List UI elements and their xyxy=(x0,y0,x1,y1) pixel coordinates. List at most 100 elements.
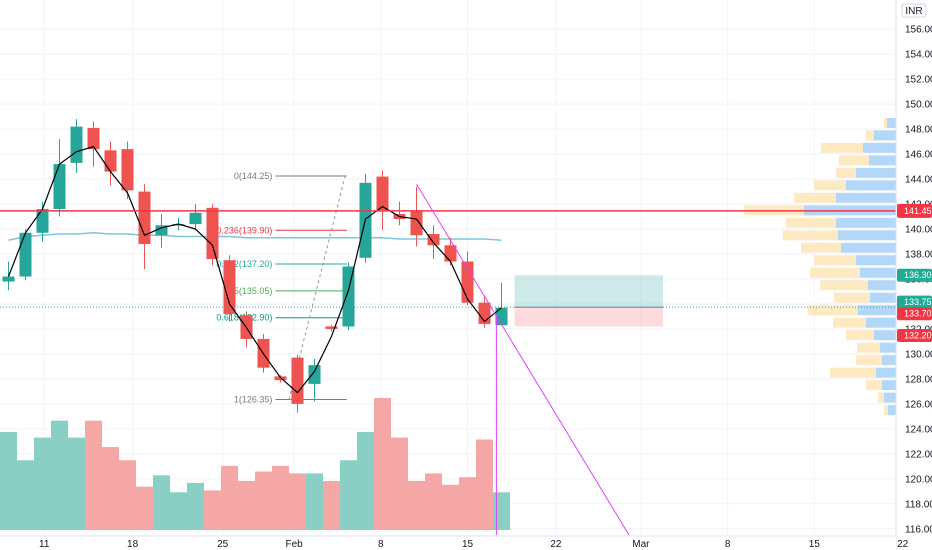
price-tick-label: 138.00 xyxy=(905,250,932,261)
candle-body[interactable] xyxy=(325,326,338,329)
currency-label: INR xyxy=(905,6,922,17)
volume-profile-down-bar xyxy=(783,230,838,241)
time-tick-label: 18 xyxy=(127,539,139,550)
volume-profile xyxy=(744,117,896,416)
time-tick-label: 25 xyxy=(217,539,229,550)
volume-profile-down-bar xyxy=(836,167,856,178)
zigzag-line xyxy=(7,145,502,394)
volume-profile-up-bar xyxy=(874,330,896,341)
volume-bar xyxy=(34,437,51,530)
volume-bar xyxy=(357,431,374,530)
candle-body[interactable] xyxy=(104,150,117,172)
volume-bar xyxy=(289,473,306,530)
currency-label-group: INR xyxy=(901,3,927,18)
price-badge xyxy=(897,295,932,309)
candle-body[interactable] xyxy=(87,127,100,150)
volume-profile-up-bar xyxy=(869,155,896,166)
long-position-tool[interactable] xyxy=(0,275,896,327)
volume-profile-up-bar xyxy=(882,355,896,366)
volume-bar xyxy=(0,431,17,530)
price-badges: 141.45 136.30 133.75 133.70 132.20 xyxy=(897,203,932,342)
price-tick-label: 140.00 xyxy=(905,225,932,236)
candle-body[interactable] xyxy=(410,211,423,236)
earnings-event-marker[interactable]: E xyxy=(410,512,426,528)
time-tick-label: Feb xyxy=(285,539,303,550)
price-badge xyxy=(897,307,932,321)
time-tick-label: Mar xyxy=(632,539,650,550)
candle-body[interactable] xyxy=(155,225,168,236)
fib-level-label: 0(144.25) xyxy=(234,171,273,181)
horizontal-line-price-badge xyxy=(897,203,932,218)
price-tick-label: 154.00 xyxy=(905,50,932,61)
candle-body[interactable] xyxy=(53,164,66,210)
fib-level-label: 0.382(137.20) xyxy=(216,259,272,269)
time-tick-label: 22 xyxy=(550,539,562,550)
price-tick-label: 148.00 xyxy=(905,125,932,136)
volume-profile-down-bar xyxy=(834,292,870,303)
time-tick-label: 15 xyxy=(462,539,474,550)
volume-profile-down-bar xyxy=(821,142,863,153)
volume-profile-down-bar xyxy=(833,317,866,328)
candle-body[interactable] xyxy=(19,232,32,277)
time-tick-label: 15 xyxy=(809,539,821,550)
candle-body[interactable] xyxy=(36,209,49,233)
volume-profile-up-bar xyxy=(884,392,896,403)
trendline[interactable] xyxy=(416,183,630,536)
volume-bar xyxy=(272,465,289,530)
volume-profile-down-bar xyxy=(856,355,882,366)
position-target-zone[interactable] xyxy=(514,275,664,308)
price-badge-label: 136.30 xyxy=(904,270,932,280)
volume-bars xyxy=(0,398,510,530)
candle-body[interactable] xyxy=(495,307,508,326)
candle-body[interactable] xyxy=(70,126,83,163)
event-marker-circle[interactable] xyxy=(410,512,426,528)
trendline-stroke[interactable] xyxy=(416,183,630,536)
candle-body[interactable] xyxy=(138,191,151,245)
volume-profile-up-bar xyxy=(846,180,896,191)
volume-profile-down-bar xyxy=(794,192,836,203)
volume-bar xyxy=(425,473,442,530)
volume-bar xyxy=(119,460,136,530)
volume-profile-down-bar xyxy=(814,180,846,191)
moving-average xyxy=(8,232,502,242)
candle-body[interactable] xyxy=(121,149,134,191)
candle-body[interactable] xyxy=(206,207,219,260)
candle-body[interactable] xyxy=(291,357,304,404)
volume-profile-down-bar xyxy=(846,330,874,341)
event-marker-label: E xyxy=(415,515,421,525)
volume-bar xyxy=(68,437,85,530)
candle-body[interactable] xyxy=(172,224,185,226)
volume-bar xyxy=(306,473,323,530)
candle-body[interactable] xyxy=(223,260,236,314)
volume-profile-down-bar xyxy=(814,255,856,266)
volume-bar xyxy=(408,480,425,530)
fib-retracement[interactable]: 0(144.25) 0.236(139.90) 0.382(137.20) 0.5(1… xyxy=(216,171,347,405)
candle-body[interactable] xyxy=(308,365,321,384)
volume-profile-up-bar xyxy=(836,217,896,228)
volume-profile-up-bar xyxy=(868,280,896,291)
volume-profile-up-bar xyxy=(888,405,896,416)
volume-profile-down-bar xyxy=(884,117,887,128)
price-tick-label: 130.00 xyxy=(905,349,932,360)
volume-bar xyxy=(238,480,255,530)
time-tick-label: 22 xyxy=(897,539,909,550)
candle-body[interactable] xyxy=(189,212,202,225)
candle-body[interactable] xyxy=(427,234,440,246)
candle-body[interactable] xyxy=(376,176,389,211)
position-stop-zone[interactable] xyxy=(514,307,664,327)
volume-bar xyxy=(442,484,459,530)
fib-level-label: 0.5(135.05) xyxy=(226,286,272,296)
price-badge xyxy=(897,328,932,342)
volume-profile-up-bar xyxy=(836,192,896,203)
time-axis[interactable]: 11 18 25 Feb 8 15 22 Mar 8 15 22 xyxy=(0,535,909,550)
candle-body[interactable] xyxy=(342,266,355,327)
volume-profile-up-bar xyxy=(880,342,896,353)
volume-bar xyxy=(51,420,68,530)
candle-body[interactable] xyxy=(2,276,15,282)
volume-profile-up-bar xyxy=(838,230,896,241)
volume-bar xyxy=(85,420,102,530)
volume-profile-up-bar xyxy=(866,317,896,328)
price-badge-label: 133.75 xyxy=(904,297,932,307)
volume-bar xyxy=(459,477,476,530)
